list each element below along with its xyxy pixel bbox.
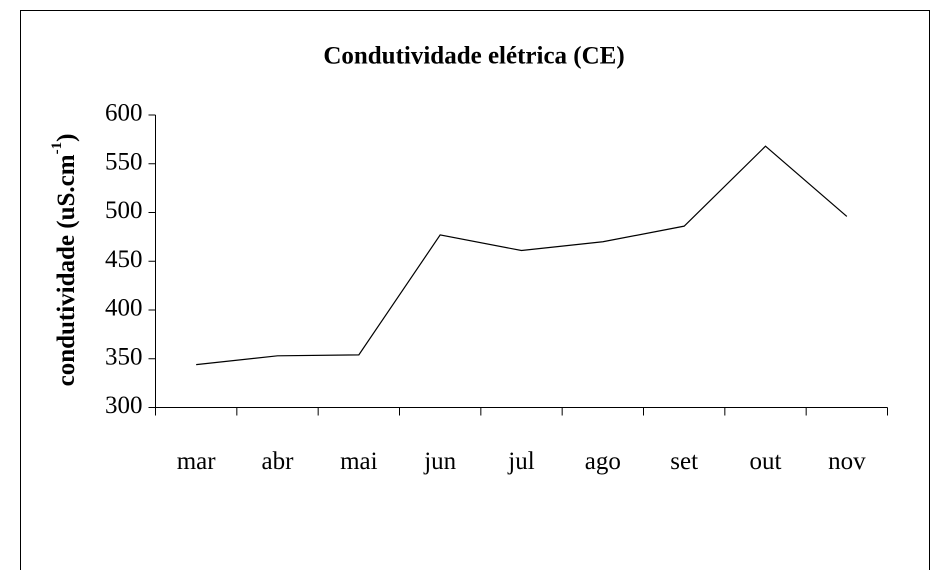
x-tick-label: mar [177,448,217,475]
data-line [196,145,848,366]
y-tick-label: 300 [105,392,143,419]
y-axis-label: condutividade (uS.cm-1) [49,134,79,387]
y-tick-label: 350 [105,343,143,370]
y-tick-label: 450 [105,246,143,273]
y-axis-label-sup: -1 [49,142,65,155]
x-tick-label: out [750,448,782,475]
y-tick-label: 600 [105,100,143,127]
x-tick-label: mai [340,448,378,475]
y-tick-label: 500 [105,197,143,224]
y-tick-label: 550 [105,148,143,175]
x-tick-label: set [670,448,698,475]
y-axis-label-text: condutividade (uS.cm [53,154,80,386]
x-tick-label: ago [585,448,621,475]
x-tick-label: jul [507,448,534,475]
y-tick-label: 400 [105,295,143,322]
x-tick-label: abr [262,448,295,475]
chart-title: Condutividade elétrica (CE) [323,43,624,70]
chart-frame [20,10,930,570]
x-tick-label: jun [423,448,456,475]
y-axis-label-end: ) [53,134,80,142]
x-tick-label: nov [828,448,866,475]
